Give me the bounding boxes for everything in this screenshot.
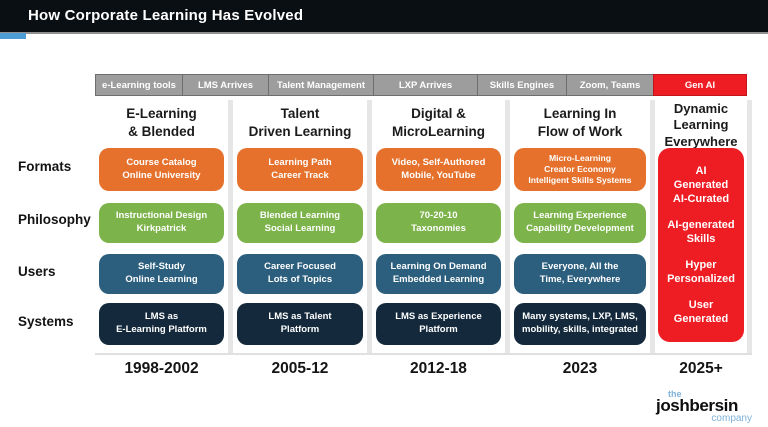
gen-ai-item: User Generated xyxy=(673,298,729,326)
cell-users: Everyone, All the Time, Everywhere xyxy=(514,254,646,294)
accent-bar xyxy=(0,33,26,39)
timeline-strip: e-Learning tools LMS Arrives Talent Mana… xyxy=(95,74,752,96)
logo-company-text: company xyxy=(711,413,752,424)
gen-ai-item: AI Generated AI-Curated xyxy=(672,164,730,206)
cell-formats: Video, Self-Authored Mobile, YouTube xyxy=(376,148,501,191)
column-header: Dynamic Learning Everywhere xyxy=(664,101,738,149)
timeline-segment-gen-ai: Gen AI xyxy=(653,74,747,96)
column-header: Learning In Flow of Work xyxy=(537,106,623,139)
cell-systems: LMS as Experience Platform xyxy=(376,303,501,345)
year-label: 2025+ xyxy=(679,360,723,377)
cell-systems: Many systems, LXP, LMS, mobility, skills… xyxy=(514,303,646,345)
cell-philosophy: 70-20-10 Taxonomies xyxy=(376,203,501,243)
gen-ai-item: Hyper Personalized xyxy=(667,258,735,286)
year-label: 2012-18 xyxy=(410,360,467,377)
timeline-segment-zoom-teams: Zoom, Teams xyxy=(566,74,654,96)
row-label-philosophy: Philosophy xyxy=(18,212,91,227)
column-header: Digital & MicroLearning xyxy=(391,106,485,139)
cell-systems: LMS as E-Learning Platform xyxy=(99,303,224,345)
timeline-segment-lxp-arrives: LXP Arrives xyxy=(373,74,478,96)
cell-philosophy: Blended Learning Social Learning xyxy=(237,203,363,243)
logo-name-text: joshbersin xyxy=(656,396,738,415)
timeline-segment-elearning-tools: e-Learning tools xyxy=(95,74,183,96)
timeline-segment-lms-arrives: LMS Arrives xyxy=(182,74,269,96)
title-bar: How Corporate Learning Has Evolved xyxy=(0,0,768,34)
cell-users: Self-Study Online Learning xyxy=(99,254,224,294)
column-header: E-Learning & Blended xyxy=(126,106,197,139)
year-label: 2005-12 xyxy=(271,360,329,377)
column-digital-microlearning: Digital & MicroLearning Video, Self-Auth… xyxy=(372,100,505,353)
cell-philosophy: Learning Experience Capability Developme… xyxy=(514,203,646,243)
timeline-segment-skills-engines: Skills Engines xyxy=(477,74,567,96)
column-flow-of-work: Learning In Flow of Work Micro-Learning … xyxy=(510,100,650,353)
cell-philosophy: Instructional Design Kirkpatrick xyxy=(99,203,224,243)
cell-formats: Micro-Learning Creator Economy Intellige… xyxy=(514,148,646,191)
logo-the-text: the xyxy=(668,389,682,399)
column-talent-driven: Talent Driven Learning Learning Path Car… xyxy=(233,100,367,353)
cell-users: Learning On Demand Embedded Learning xyxy=(376,254,501,294)
year-label: 2023 xyxy=(562,360,598,377)
cell-formats: Learning Path Career Track xyxy=(237,148,363,191)
row-label-formats: Formats xyxy=(18,159,72,174)
year-label: 1998-2002 xyxy=(124,360,199,377)
era-years: 1998-2002 2005-12 2012-18 2023 2025+ xyxy=(95,360,752,378)
timeline-segment-talent-management: Talent Management xyxy=(268,74,374,96)
cell-users: Career Focused Lots of Topics xyxy=(237,254,363,294)
column-dynamic-learning: Dynamic Learning Everywhere AI Generated… xyxy=(655,100,747,353)
gen-ai-item: AI-generated Skills xyxy=(667,218,735,246)
era-columns: E-Learning & Blended Course Catalog Onli… xyxy=(95,100,752,355)
gen-ai-block: AI Generated AI-Curated AI-generated Ski… xyxy=(658,148,744,342)
page-title: How Corporate Learning Has Evolved xyxy=(28,7,304,24)
column-elearning-blended: E-Learning & Blended Course Catalog Onli… xyxy=(95,100,228,353)
column-header: Talent Driven Learning xyxy=(248,106,352,139)
row-label-users: Users xyxy=(18,264,56,279)
joshbersin-logo: the joshbersin company xyxy=(656,389,752,424)
cell-systems: LMS as Talent Platform xyxy=(237,303,363,345)
row-label-systems: Systems xyxy=(18,314,74,329)
cell-formats: Course Catalog Online University xyxy=(99,148,224,191)
